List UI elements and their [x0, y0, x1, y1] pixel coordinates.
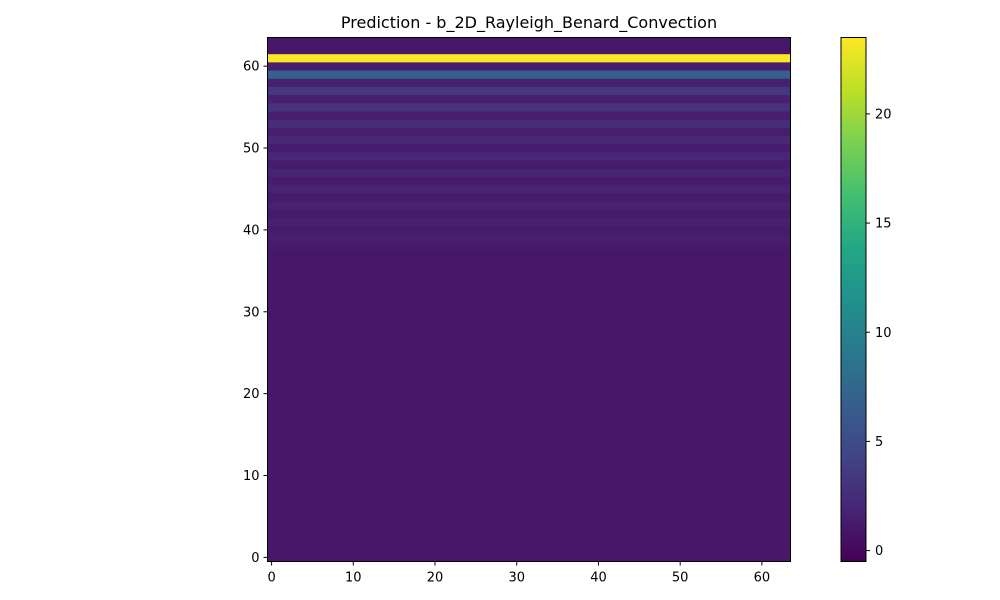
- heatmap-row: [267, 62, 791, 71]
- heatmap-row: [267, 127, 791, 137]
- y-tick-label: 20: [243, 387, 260, 402]
- colorbar-tick-label: 10: [875, 326, 892, 341]
- heatmap-row: [267, 168, 791, 177]
- y-axis: 0 10 20 30 40 50 60: [243, 60, 268, 566]
- heatmap-row: [267, 217, 791, 227]
- heatmap-row: [267, 45, 791, 55]
- y-tick-label: 10: [243, 469, 260, 484]
- heatmap-plot-area: [267, 37, 791, 562]
- x-tick-label: 60: [754, 571, 771, 586]
- heatmap-row: [267, 143, 791, 153]
- y-tick-label: 40: [243, 223, 260, 238]
- colorbar-tick-label: 5: [875, 435, 883, 450]
- y-tick-label: 60: [243, 60, 260, 75]
- colorbar-tick-label: 15: [875, 217, 892, 232]
- heatmap-row: [267, 201, 791, 210]
- colorbar: [840, 37, 867, 562]
- heatmap-row: [267, 53, 791, 63]
- x-tick-label: 30: [508, 571, 525, 586]
- heatmap-row: [267, 103, 791, 112]
- heatmap-row: [267, 160, 791, 169]
- heatmap-row: [267, 193, 791, 202]
- y-tick-label: 30: [243, 305, 260, 320]
- x-tick-label: 20: [427, 571, 444, 586]
- plot-frame: [267, 37, 791, 562]
- heatmap-row: [267, 176, 791, 186]
- heatmap-row: [267, 119, 791, 128]
- y-tick-label: 0: [251, 551, 259, 566]
- heatmap-row: [267, 70, 791, 79]
- heatmap-row: [267, 242, 791, 251]
- colorbar-axis: 0 5 10 15 20: [866, 107, 892, 559]
- chart-title: Prediction - b_2D_Rayleigh_Benard_Convec…: [341, 13, 717, 33]
- heatmap-row: [267, 234, 791, 243]
- heatmap-row: [267, 111, 791, 120]
- x-tick-label: 0: [267, 571, 275, 586]
- heatmap-row: [267, 94, 791, 104]
- heatmap-row: [267, 209, 791, 218]
- heatmap-row: [267, 184, 791, 194]
- colorbar-tick-label: 0: [875, 544, 883, 559]
- heatmap-row: [267, 135, 791, 145]
- x-tick-label: 40: [590, 571, 607, 586]
- heatmap-row: [267, 86, 791, 96]
- colorbar-tick-label: 20: [875, 107, 892, 122]
- heatmap-row: [267, 78, 791, 87]
- x-tick-label: 10: [345, 571, 362, 586]
- heatmap-row: [267, 152, 791, 161]
- x-tick-label: 50: [672, 571, 689, 586]
- y-tick-label: 50: [243, 142, 260, 157]
- x-axis: 0 10 20 30 40 50 60: [267, 561, 771, 586]
- heatmap-row: [267, 225, 791, 235]
